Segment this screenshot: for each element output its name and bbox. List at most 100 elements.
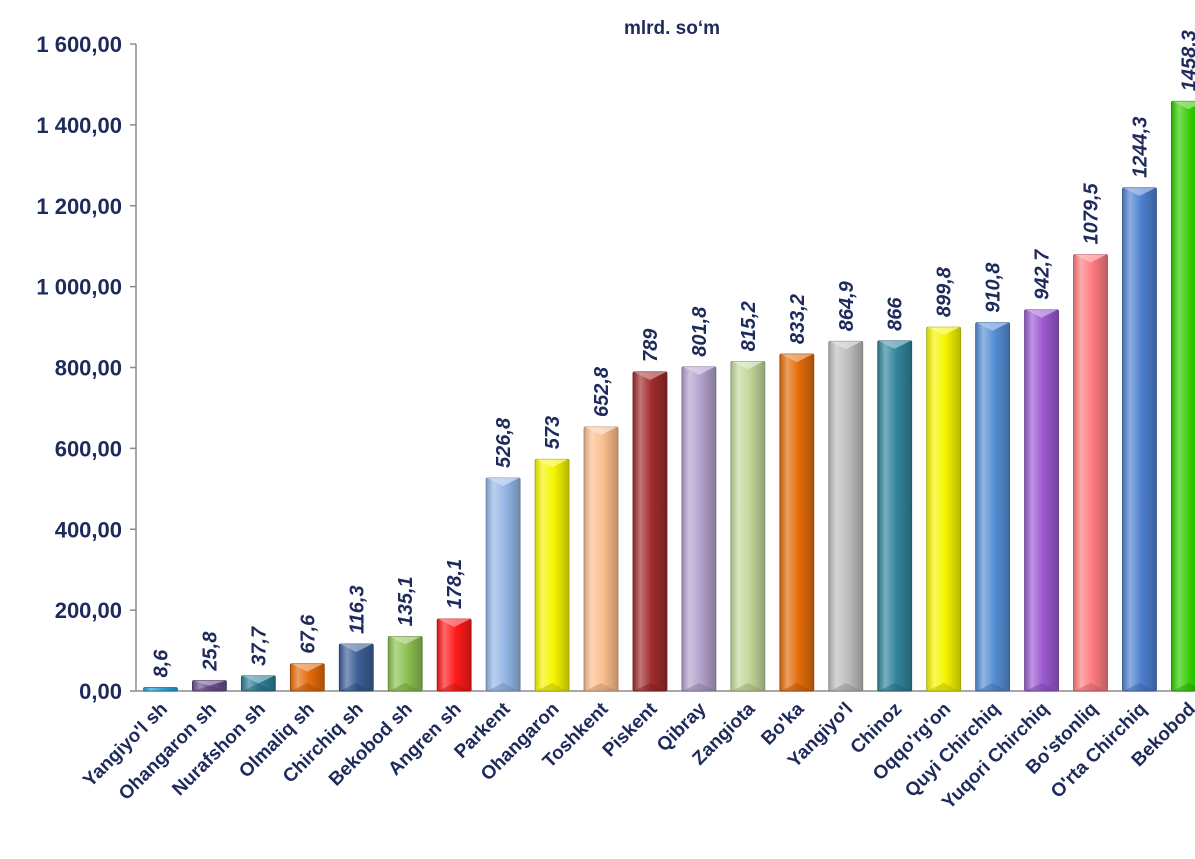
bar-body	[926, 326, 962, 692]
bar-bottom-bevel	[1123, 683, 1156, 691]
bar-top-bevel	[633, 371, 666, 380]
bar-top-bevel	[438, 618, 471, 627]
data-label: 37,7	[248, 626, 270, 666]
bar-body	[828, 340, 864, 692]
bar-bottom-bevel	[438, 683, 471, 691]
bar	[583, 426, 619, 692]
bar-body	[681, 366, 717, 692]
bar-bottom-bevel	[536, 683, 569, 691]
bar	[926, 326, 962, 692]
bar-top-bevel	[731, 361, 764, 370]
bar-bottom-bevel	[585, 683, 618, 691]
bar-top-bevel	[1074, 254, 1107, 263]
bar-top-bevel	[927, 327, 960, 336]
y-tick-label: 1 400,00	[36, 113, 122, 138]
bar-bottom-bevel	[878, 683, 911, 691]
bar	[485, 477, 521, 692]
bar-bottom-bevel	[1025, 683, 1058, 691]
y-tick-label: 600,00	[55, 436, 122, 461]
bar	[387, 635, 423, 692]
y-tick-label: 0,00	[79, 679, 122, 704]
bar	[779, 353, 815, 692]
bar-bottom-bevel	[487, 683, 520, 691]
data-label: 864,9	[836, 280, 858, 331]
bar-bottom-bevel	[1172, 683, 1195, 691]
bar	[436, 618, 472, 692]
data-label: 8,6	[150, 649, 172, 678]
data-label: 942,7	[1032, 249, 1054, 300]
bar	[681, 366, 717, 692]
bar-bottom-bevel	[976, 683, 1009, 691]
y-tick-label: 400,00	[55, 517, 122, 542]
bar	[877, 340, 913, 692]
y-tick-label: 200,00	[55, 598, 122, 623]
bar-bottom-bevel	[731, 683, 764, 691]
data-label: 25,8	[199, 631, 221, 672]
bar-bottom-bevel	[780, 683, 813, 691]
bar-bottom-bevel	[927, 683, 960, 691]
y-tick-label: 800,00	[55, 356, 122, 381]
bar-bottom-bevel	[1074, 683, 1107, 691]
data-label: 573	[542, 416, 564, 449]
bar	[1073, 254, 1108, 692]
bar	[289, 663, 325, 692]
bar-top-bevel	[585, 427, 618, 436]
bar	[632, 371, 668, 692]
bar-body	[1171, 100, 1195, 692]
bar-bottom-bevel	[340, 683, 373, 691]
bar-body	[1024, 309, 1059, 692]
bar-top-bevel	[976, 322, 1009, 331]
bar-body	[779, 353, 815, 692]
bar-top-bevel	[193, 680, 226, 686]
bar	[730, 360, 766, 692]
bar-top-bevel	[291, 663, 324, 672]
bar	[143, 687, 178, 692]
bar-top-bevel	[1123, 187, 1156, 196]
data-label: 899,8	[934, 266, 956, 317]
bar-body	[143, 687, 178, 692]
data-label: 178,1	[444, 559, 466, 609]
bar-bottom-bevel	[682, 683, 715, 691]
bar-top-bevel	[242, 675, 275, 684]
bar-body	[975, 322, 1011, 692]
bar-bottom-bevel	[829, 683, 862, 691]
data-label: 526,8	[493, 417, 515, 468]
bar-body	[436, 618, 472, 692]
data-label: 116,3	[346, 585, 368, 634]
data-label: 866	[885, 297, 907, 331]
y-axis-ticks: 0,00 200,00 400,00 600,00 800,00 1 000,00 1 20…	[36, 32, 136, 704]
bar-top-bevel	[1172, 101, 1195, 110]
bars	[143, 100, 1195, 692]
bar-top-bevel	[682, 366, 715, 375]
x-tick-label: Piskent	[599, 698, 662, 761]
bar-body	[534, 458, 570, 692]
bar	[534, 458, 570, 692]
bar	[828, 340, 864, 692]
bar-bottom-bevel	[291, 683, 324, 691]
bar-body	[1122, 187, 1157, 692]
bar-bottom-bevel	[193, 685, 226, 691]
y-tick-label: 1 200,00	[36, 194, 122, 219]
bar-top-bevel	[1025, 309, 1058, 318]
bar	[1024, 309, 1059, 692]
y-tick-label: 1 000,00	[36, 275, 122, 300]
bar-top-bevel	[536, 459, 569, 468]
bar-bottom-bevel	[242, 683, 275, 691]
data-label: 1244,3	[1129, 117, 1151, 178]
data-label: 135,1	[395, 576, 417, 626]
bar	[1122, 187, 1157, 692]
bar-bottom-bevel	[389, 683, 422, 691]
bar-body	[632, 371, 668, 692]
bar	[192, 680, 227, 692]
bar	[338, 643, 374, 692]
data-label: 801,8	[689, 306, 711, 357]
data-label: 815,2	[738, 301, 760, 351]
data-label: 1079,5	[1081, 182, 1103, 244]
bar-bottom-bevel	[633, 683, 666, 691]
bar-body	[877, 340, 913, 692]
bar-top-bevel	[389, 636, 422, 645]
bar-top-bevel	[829, 341, 862, 350]
data-label: 910,8	[983, 262, 1005, 313]
